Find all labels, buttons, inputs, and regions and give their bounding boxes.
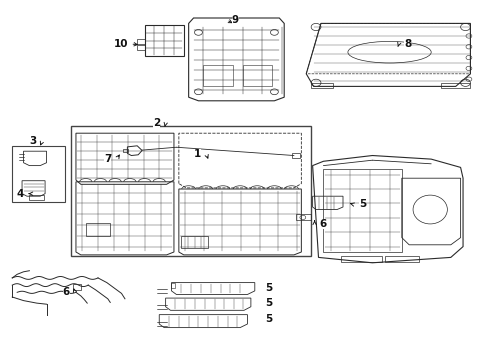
Text: 6: 6	[320, 219, 327, 229]
Bar	[12, 146, 65, 202]
Text: 5: 5	[265, 283, 272, 293]
Text: 5: 5	[265, 314, 272, 324]
Text: 1: 1	[194, 149, 201, 159]
Text: 5: 5	[265, 298, 272, 308]
Text: 5: 5	[359, 199, 366, 210]
Text: 10: 10	[114, 39, 129, 49]
Text: 6: 6	[63, 287, 70, 297]
Text: 2: 2	[153, 118, 160, 128]
Bar	[71, 126, 311, 256]
Text: 7: 7	[104, 154, 112, 164]
Text: 9: 9	[232, 15, 239, 25]
Text: 4: 4	[17, 189, 24, 199]
Text: 3: 3	[30, 136, 37, 146]
Text: 8: 8	[404, 39, 411, 49]
